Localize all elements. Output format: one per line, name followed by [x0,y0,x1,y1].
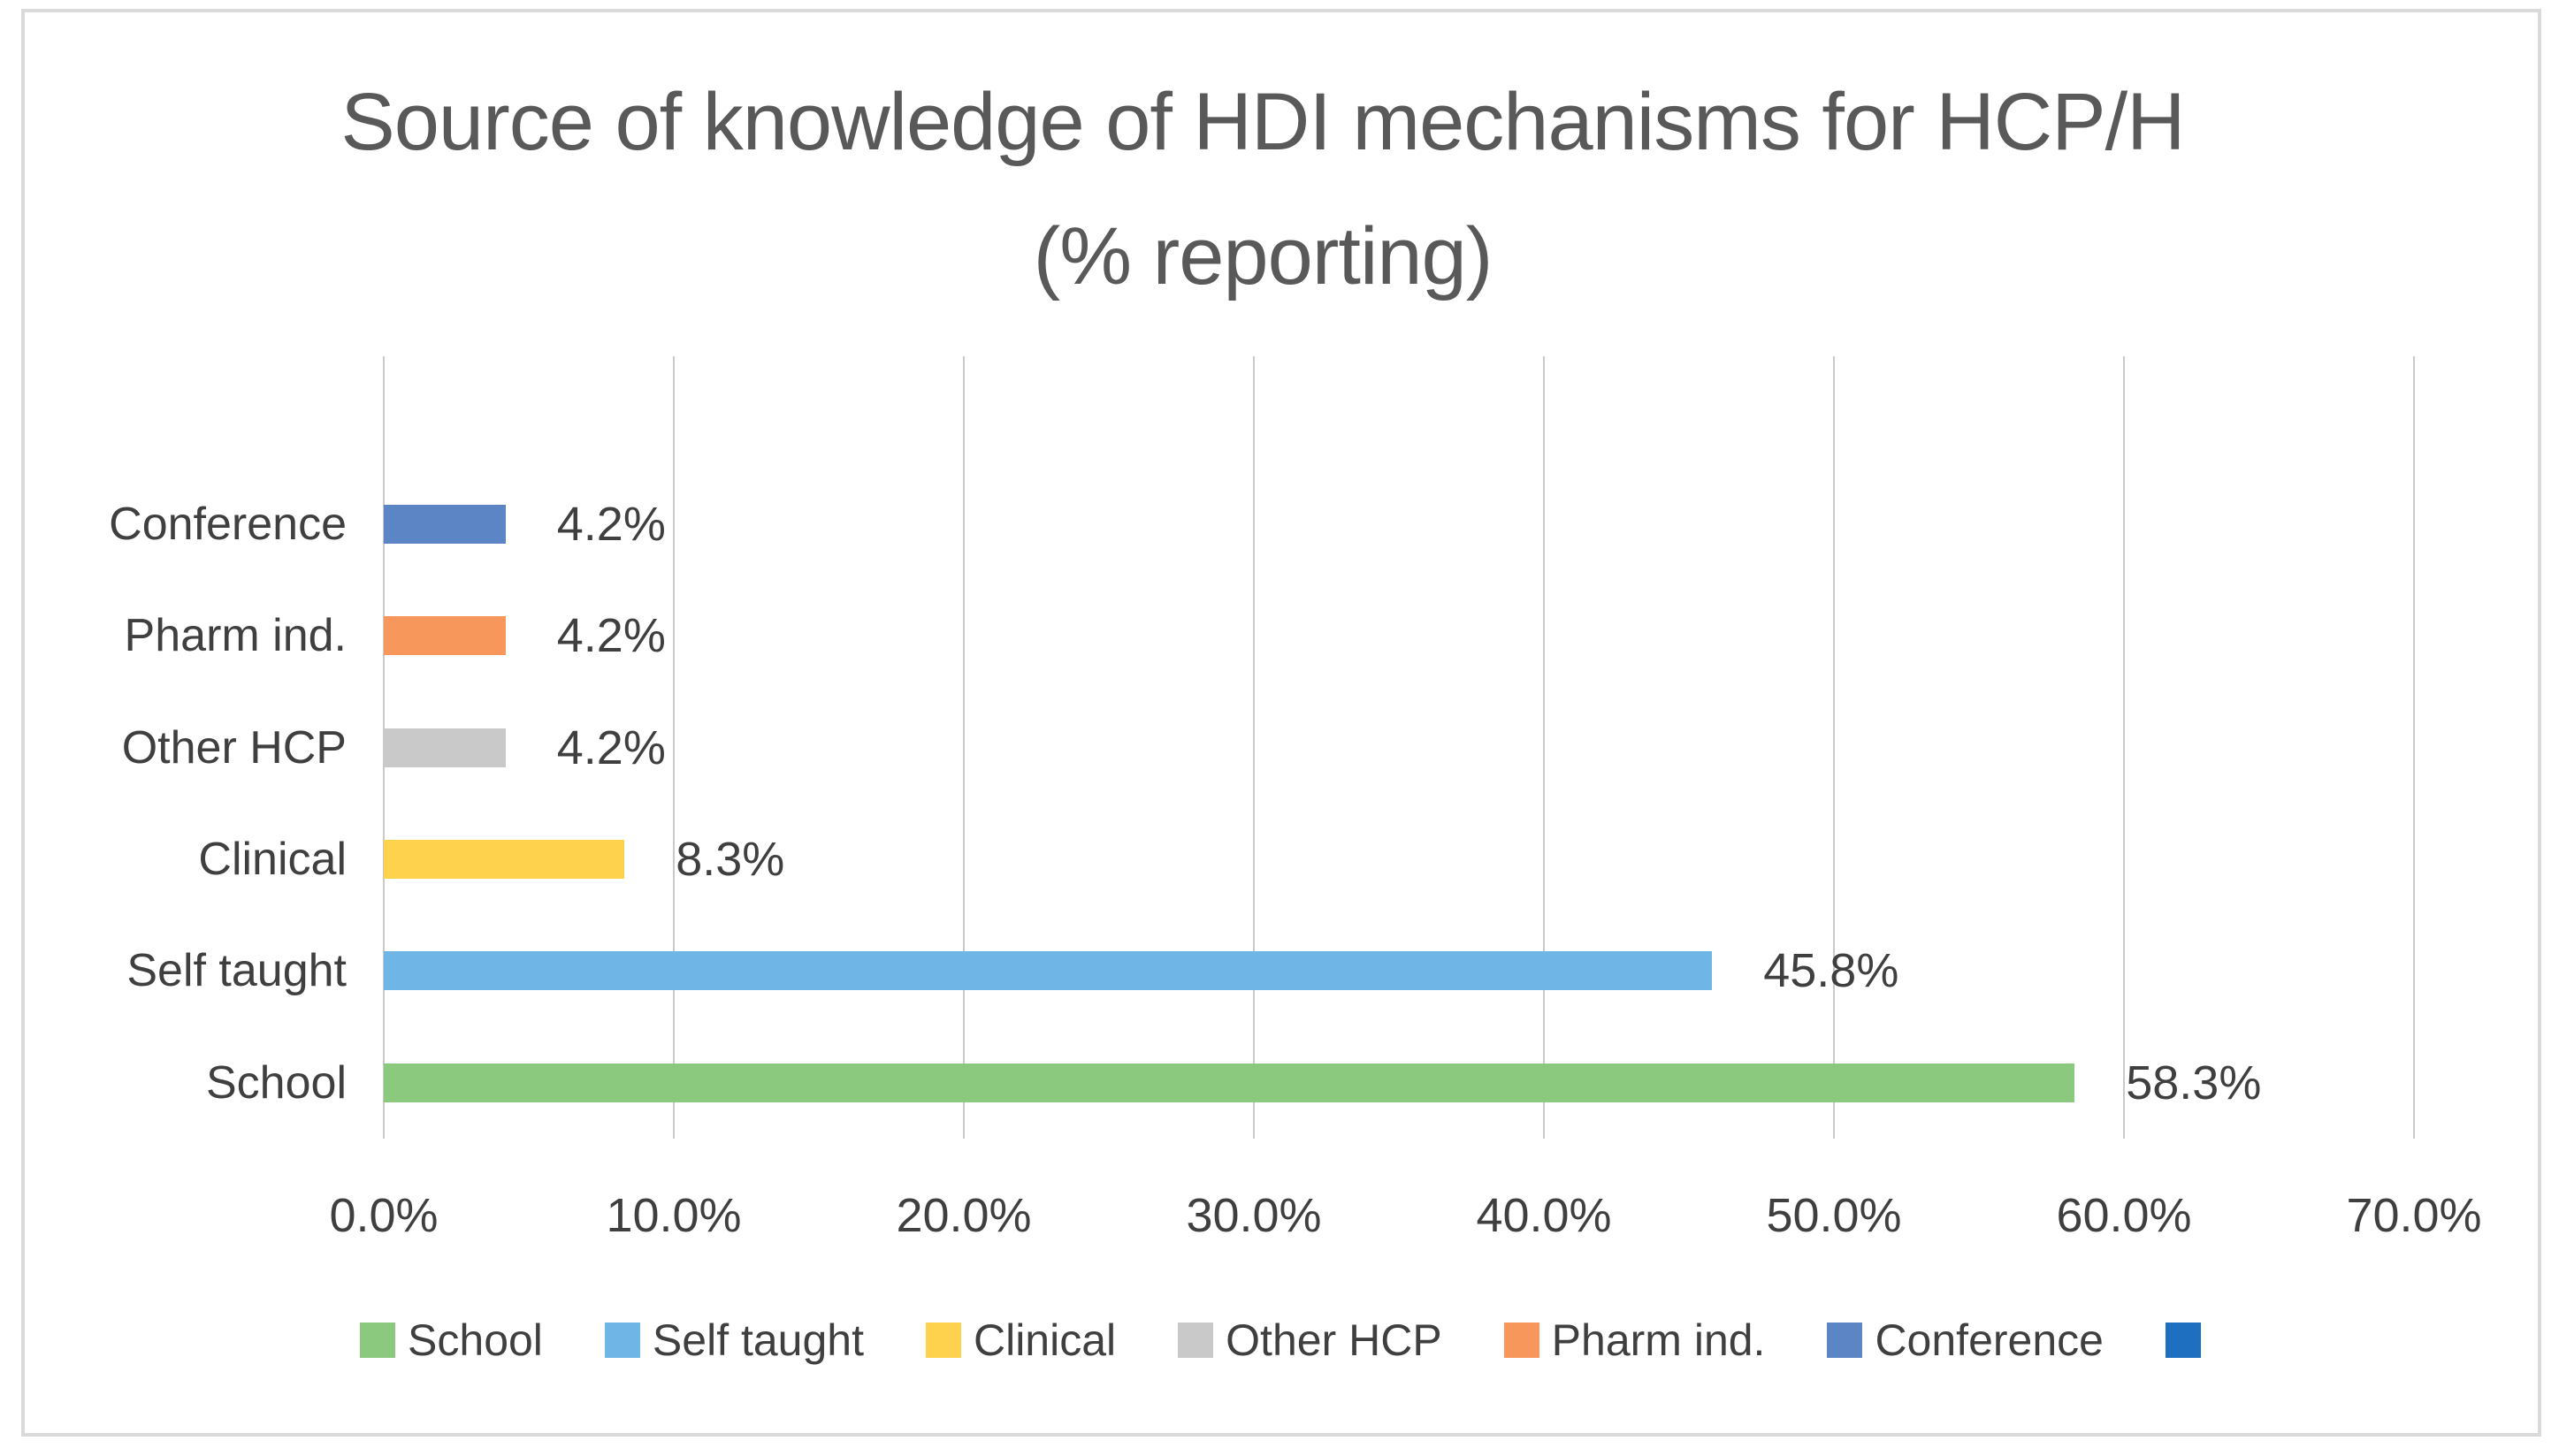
category-label-other-hcp: Other HCP [121,721,347,774]
category-label-pharm-ind-: Pharm ind. [124,610,347,662]
legend-swatch-icon [604,1323,640,1358]
x-tick-label: 60.0% [2056,1189,2192,1242]
legend: School Self taught Clinical Other HCP Pharm … [25,1307,2536,1374]
legend-swatch-icon [360,1323,396,1358]
legend-item-clinical: Clinical [925,1315,1117,1365]
legend-label: School [408,1315,543,1365]
x-tick-label: 50.0% [1766,1189,1902,1242]
gridline-30 [1253,356,1255,1139]
category-label-conference: Conference [109,498,347,550]
legend-swatch-icon [1503,1323,1539,1358]
bar-self-taught [384,951,1713,991]
chart-title: Source of knowledge of HDI mechanisms fo… [78,55,2448,324]
legend-swatch-icon [1178,1323,1214,1358]
bar-school [384,1063,2075,1102]
legend-item-other-hcp: Other HCP [1178,1315,1442,1365]
gridline-40 [1543,356,1545,1139]
legend-label: Clinical [973,1315,1117,1365]
gridline-60 [2123,356,2125,1139]
x-tick-label: 70.0% [2346,1189,2482,1242]
bar-clinical [384,839,625,879]
category-label-school: School [206,1056,347,1109]
gridline-10 [673,356,675,1139]
gridline-70 [2413,356,2415,1139]
x-tick-label: 0.0% [329,1189,439,1242]
value-label: 4.2% [556,497,666,551]
legend-swatch-icon [1827,1323,1863,1358]
legend-label: Self taught [652,1315,864,1365]
legend-item-unnamed [2165,1323,2201,1358]
bar-conference [384,504,506,544]
chart-title-line2: (% reporting) [1033,211,1493,301]
legend-label: Other HCP [1226,1315,1442,1365]
x-tick-label: 20.0% [896,1189,1032,1242]
legend-item-school: School [360,1315,543,1365]
category-label-self-taught: Self taught [126,945,347,997]
legend-item-self-taught: Self taught [604,1315,864,1365]
x-tick-label: 10.0% [606,1189,742,1242]
bar-pharm-ind- [384,616,506,656]
legend-item-pharm-ind-: Pharm ind. [1503,1315,1766,1365]
legend-swatch-icon [2165,1323,2201,1358]
x-tick-label: 30.0% [1186,1189,1322,1242]
value-label: 8.3% [676,832,785,886]
chart-title-line1: Source of knowledge of HDI mechanisms fo… [340,77,2185,167]
value-label: 58.3% [2126,1056,2262,1109]
legend-label: Pharm ind. [1551,1315,1766,1365]
legend-item-conference: Conference [1827,1315,2104,1365]
value-label: 4.2% [556,720,666,774]
bar-other-hcp [384,728,506,767]
gridline-50 [1833,356,1835,1139]
plot-area [383,356,2415,1139]
x-tick-label: 40.0% [1476,1189,1612,1242]
legend-label: Conference [1875,1315,2104,1365]
value-label: 45.8% [1763,944,1899,998]
legend-swatch-icon [925,1323,961,1358]
category-label-clinical: Clinical [198,833,347,885]
value-label: 4.2% [556,609,666,663]
chart-frame: Source of knowledge of HDI mechanisms fo… [21,9,2541,1437]
gridline-20 [963,356,965,1139]
